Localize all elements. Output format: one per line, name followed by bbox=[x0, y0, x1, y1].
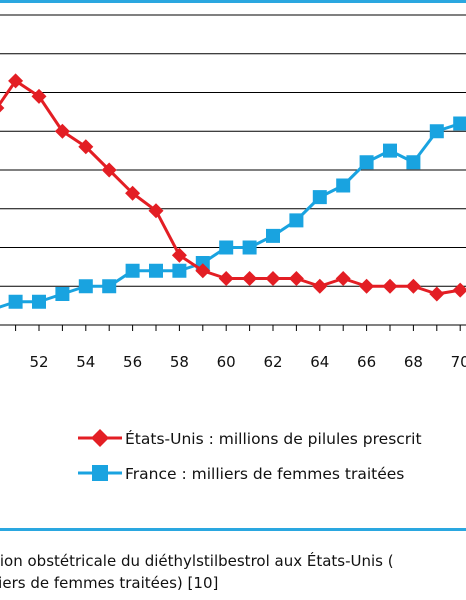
data-point-etats-unis bbox=[312, 278, 328, 294]
figure-caption: tion obstétricale du diéthylstilbestrol … bbox=[0, 550, 466, 594]
data-point-france bbox=[383, 143, 397, 158]
data-point-etats-unis bbox=[359, 278, 375, 294]
data-point-france bbox=[312, 190, 327, 205]
legend-marker-etats-unis bbox=[91, 429, 109, 447]
x-tick-label: 54 bbox=[76, 353, 95, 371]
legend: États-Unis : millions de pilules prescri… bbox=[78, 429, 422, 483]
x-tick-label: 62 bbox=[263, 353, 282, 371]
data-point-etats-unis bbox=[148, 203, 164, 219]
data-point-etats-unis bbox=[78, 139, 94, 155]
data-point-france bbox=[289, 213, 304, 228]
data-point-etats-unis bbox=[288, 271, 304, 286]
data-point-etats-unis bbox=[382, 278, 398, 294]
legend-label-france: France : milliers de femmes traitées bbox=[125, 465, 404, 483]
data-point-etats-unis bbox=[8, 73, 24, 89]
data-point-etats-unis bbox=[218, 271, 234, 286]
x-tick-label: 58 bbox=[170, 353, 189, 371]
legend-label-etats-unis: États-Unis : millions de pilules prescri… bbox=[125, 429, 422, 448]
data-point-france bbox=[266, 228, 280, 243]
data-point-etats-unis bbox=[125, 185, 141, 201]
data-point-france bbox=[359, 155, 374, 170]
x-tick-label: 64 bbox=[310, 353, 329, 371]
data-point-etats-unis bbox=[242, 271, 258, 286]
data-point-france bbox=[102, 279, 117, 294]
x-tick-label: 70 bbox=[451, 353, 466, 371]
data-point-etats-unis bbox=[0, 103, 5, 113]
data-point-france bbox=[195, 256, 210, 270]
x-tick-label: 56 bbox=[123, 353, 142, 371]
series-layer bbox=[0, 73, 466, 309]
data-point-france bbox=[55, 287, 70, 301]
data-point-etats-unis bbox=[452, 282, 466, 298]
x-axis: 52 54 56 58 60 62 64 66 68 70 bbox=[0, 324, 466, 371]
data-point-france bbox=[336, 178, 351, 193]
data-point-france bbox=[78, 279, 93, 294]
data-point-france bbox=[406, 155, 421, 170]
bottom-rule bbox=[0, 528, 466, 531]
data-point-france bbox=[429, 124, 444, 139]
x-tick-label: 66 bbox=[357, 353, 376, 371]
legend-marker-france bbox=[92, 465, 108, 481]
data-point-france bbox=[125, 263, 140, 278]
line-chart: 52 54 56 58 60 62 64 66 68 70 États-Unis : millio… bbox=[0, 14, 466, 483]
series-line-france bbox=[0, 116, 466, 309]
top-rule bbox=[0, 0, 466, 3]
data-point-etats-unis bbox=[31, 88, 47, 104]
data-point-france bbox=[219, 240, 234, 255]
data-point-france bbox=[453, 116, 466, 131]
x-tick-label: 52 bbox=[29, 353, 48, 371]
x-tick-label: 60 bbox=[217, 353, 236, 371]
data-point-france bbox=[8, 294, 23, 309]
data-point-etats-unis bbox=[335, 271, 351, 286]
caption-line-2: liers de femmes traitées) [10] bbox=[0, 574, 219, 592]
data-point-france bbox=[149, 263, 163, 278]
data-point-etats-unis bbox=[101, 162, 117, 178]
x-tick-label: 68 bbox=[404, 353, 423, 371]
data-point-etats-unis bbox=[171, 247, 187, 263]
data-point-etats-unis bbox=[429, 286, 445, 302]
data-point-etats-unis bbox=[265, 271, 281, 286]
data-point-france bbox=[172, 263, 187, 278]
data-point-etats-unis bbox=[195, 263, 211, 279]
caption-line-1: tion obstétricale du diéthylstilbestrol … bbox=[0, 552, 394, 570]
data-point-france bbox=[32, 294, 46, 309]
data-point-etats-unis bbox=[54, 123, 70, 139]
series-line-etats-unis bbox=[0, 79, 461, 296]
data-point-france bbox=[242, 240, 257, 255]
data-point-etats-unis bbox=[405, 278, 421, 294]
